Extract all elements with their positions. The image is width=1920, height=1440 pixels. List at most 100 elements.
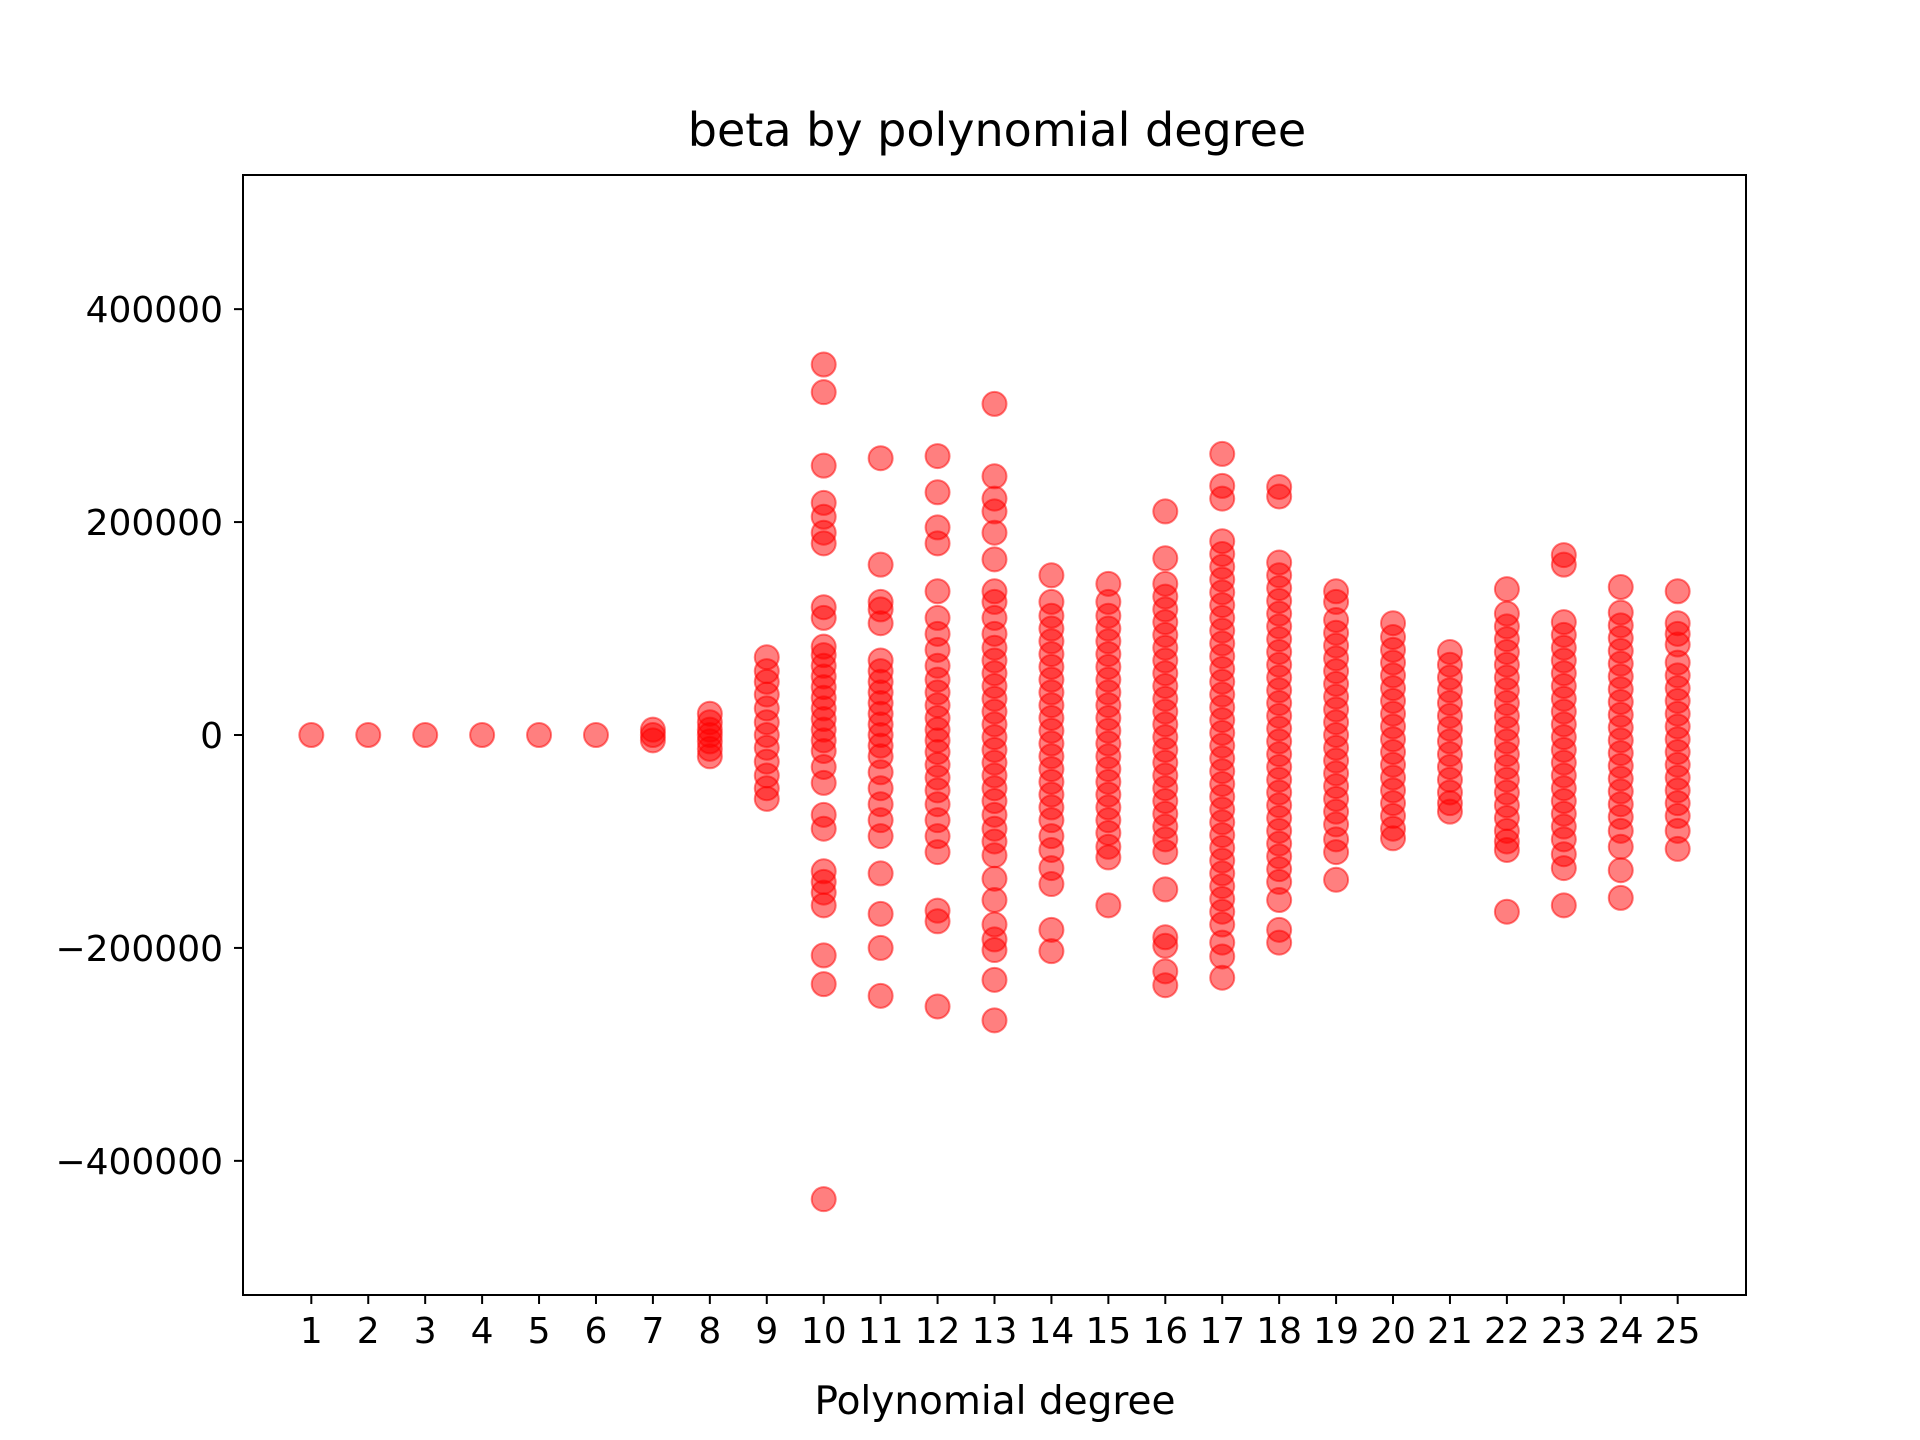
data-point: [1550, 855, 1577, 882]
data-point: [298, 722, 325, 748]
data-point: [1607, 857, 1634, 884]
data-point: [867, 934, 894, 961]
data-point: [924, 443, 951, 470]
data-point: [412, 722, 439, 748]
data-point: [981, 463, 1008, 490]
x-tick-label: 6: [585, 1311, 608, 1352]
data-point: [1550, 551, 1577, 578]
data-point: [867, 445, 894, 472]
data-point: [1493, 898, 1520, 925]
x-tick-label: 7: [641, 1311, 664, 1352]
x-tick-label: 14: [1029, 1311, 1075, 1352]
data-point: [639, 727, 666, 754]
data-point: [981, 1007, 1008, 1034]
data-point: [1152, 972, 1179, 999]
data-point: [981, 966, 1008, 993]
scatter-points: [298, 351, 1691, 1213]
x-axis-label: Polynomial degree: [814, 1379, 1175, 1424]
data-point: [867, 610, 894, 637]
y-tick-label: 0: [200, 716, 223, 757]
data-point: [810, 530, 837, 557]
data-point: [1664, 578, 1691, 605]
data-point: [1266, 929, 1293, 956]
data-point: [867, 982, 894, 1009]
data-point: [1607, 574, 1634, 601]
x-tick-label: 13: [972, 1311, 1018, 1352]
data-point: [867, 823, 894, 850]
x-tick-label: 15: [1085, 1311, 1131, 1352]
data-point: [810, 942, 837, 969]
data-point: [1152, 498, 1179, 525]
data-point: [810, 815, 837, 842]
data-point: [1607, 884, 1634, 911]
data-point: [981, 842, 1008, 869]
data-point: [696, 743, 723, 770]
x-tick-label: 24: [1598, 1311, 1644, 1352]
x-tick-label: 25: [1655, 1311, 1701, 1352]
x-tick-label: 5: [528, 1311, 551, 1352]
data-point: [1038, 938, 1065, 965]
data-point: [1493, 836, 1520, 863]
x-tick-label: 22: [1484, 1311, 1530, 1352]
data-point: [867, 860, 894, 887]
y-tick-label: −200000: [55, 929, 223, 970]
data-point: [1664, 835, 1691, 862]
data-point: [981, 546, 1008, 573]
y-tick-label: 400000: [86, 290, 223, 331]
data-point: [810, 1186, 837, 1213]
x-tick-label: 4: [471, 1311, 494, 1352]
chart-title: beta by polynomial degree: [688, 103, 1306, 157]
data-point: [1436, 798, 1463, 825]
x-tick-label: 18: [1256, 1311, 1302, 1352]
data-point: [810, 351, 837, 378]
data-point: [469, 722, 496, 748]
data-point: [810, 452, 837, 479]
data-point: [924, 993, 951, 1020]
y-tick-label: 200000: [86, 503, 223, 544]
data-point: [924, 908, 951, 935]
x-tick-label: 21: [1427, 1311, 1473, 1352]
data-point: [981, 887, 1008, 914]
data-point: [924, 479, 951, 506]
data-point: [981, 390, 1008, 417]
y-axis: −400000 −200000 0 200000 400000: [55, 290, 243, 1183]
data-point: [810, 379, 837, 406]
x-tick-label: 3: [414, 1311, 437, 1352]
x-tick-label: 1: [300, 1311, 323, 1352]
x-tick-label: 8: [698, 1311, 721, 1352]
data-point: [1209, 964, 1236, 991]
x-tick-label: 10: [801, 1311, 847, 1352]
data-point: [1095, 892, 1122, 919]
data-point: [1152, 932, 1179, 959]
data-point: [924, 578, 951, 605]
data-point: [924, 530, 951, 557]
data-point: [1323, 866, 1350, 893]
data-point: [924, 839, 951, 866]
data-point: [1607, 833, 1634, 860]
data-point: [867, 900, 894, 927]
x-tick-label: 12: [915, 1311, 961, 1352]
data-point: [981, 937, 1008, 964]
x-tick-label: 23: [1541, 1311, 1587, 1352]
data-point: [1266, 483, 1293, 510]
data-point: [1038, 562, 1065, 589]
data-point: [1493, 576, 1520, 603]
data-point: [1209, 485, 1236, 512]
data-point: [1152, 839, 1179, 866]
data-point: [1266, 887, 1293, 914]
x-tick-label: 19: [1313, 1311, 1359, 1352]
x-axis: 1 2 3 4 5 6 7 8 9 10 11 12 13 14 15 16 17 18 19 20 21 22 23 24 2…: [300, 1295, 1701, 1352]
data-point: [867, 551, 894, 578]
x-tick-label: 11: [858, 1311, 904, 1352]
data-point: [1152, 545, 1179, 572]
data-point: [1550, 892, 1577, 919]
data-point: [1038, 871, 1065, 898]
data-point: [810, 971, 837, 998]
x-tick-label: 20: [1370, 1311, 1416, 1352]
y-tick-label: −400000: [55, 1142, 223, 1183]
data-point: [1209, 440, 1236, 467]
data-point: [526, 722, 553, 748]
data-point: [1095, 844, 1122, 871]
